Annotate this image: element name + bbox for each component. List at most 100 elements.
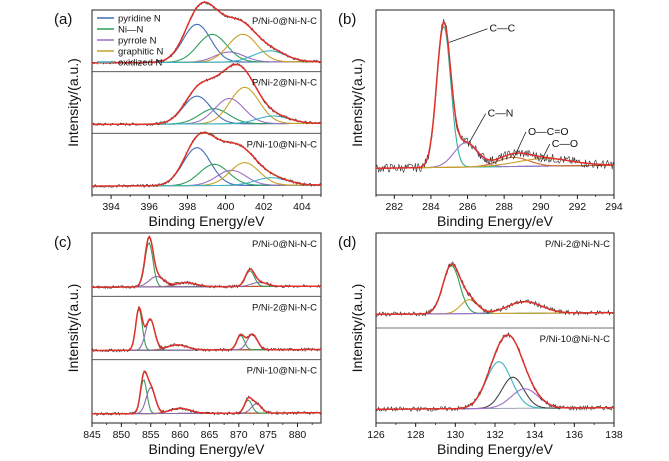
component-peak [92, 333, 321, 352]
legend-entry: Ni—N [118, 25, 143, 36]
component-peak [92, 270, 321, 288]
x-tick-label: 286 [459, 201, 477, 213]
panel-label: (d) [338, 234, 356, 251]
y-axis-label: Intensity/(a.u.) [65, 58, 81, 147]
x-tick-label: 136 [566, 429, 584, 441]
x-tick-label: 396 [140, 201, 158, 213]
x-tick-label: 288 [495, 201, 513, 213]
fitted-envelope [92, 370, 321, 415]
fitted-envelope [92, 63, 321, 126]
annotations-b: C—C C—N O—C=OC—O [449, 23, 578, 163]
sample-label: P/Ni-0@Ni-N-C [252, 16, 317, 27]
x-axis-label: Binding Energy/eV [437, 441, 554, 457]
sample-label: P/Ni-0@Ni-N-C [252, 239, 317, 250]
x-tick-label: 855 [142, 429, 160, 441]
component-peak [376, 25, 614, 169]
panel-d: 126 128 130 132 134 136 138 Binding Energy/eV In… [338, 232, 623, 457]
panel-a: 394 396 398 400 402 404 Binding Energy/eV Inten… [54, 0, 322, 229]
x-axis-b: 282 284 286 288 290 292 294 [375, 195, 623, 213]
peak-annotation: C—C [490, 23, 516, 35]
x-tick-label: 134 [526, 429, 544, 441]
x-tick-label: 400 [217, 201, 235, 213]
component-peak [376, 142, 614, 169]
x-tick-label: 132 [486, 429, 504, 441]
x-tick-label: 138 [605, 429, 623, 441]
x-tick-label: 282 [386, 201, 404, 213]
x-tick-label: 880 [289, 429, 307, 441]
x-tick-label: 292 [569, 201, 587, 213]
stack-3: P/Ni-10@Ni-N-C [91, 131, 322, 189]
x-tick-label: 126 [367, 429, 385, 441]
x-tick-label: 845 [83, 429, 101, 441]
component-peak [376, 376, 614, 410]
panel-label: (c) [54, 234, 72, 251]
x-tick-label: 130 [447, 429, 465, 441]
sample-label: P/Ni-10@Ni-N-C [540, 334, 610, 345]
raw-spectrum [375, 19, 615, 174]
x-axis-d: 126 128 130 132 134 136 138 [367, 423, 623, 441]
raw-spectrum [91, 371, 322, 416]
peak-annotation: O—C=O [528, 126, 569, 138]
x-axis-label: Binding Energy/eV [149, 441, 266, 457]
component-peak [376, 361, 614, 410]
x-tick-label: 398 [179, 201, 197, 213]
component-peak [376, 264, 614, 315]
component-peak [92, 163, 321, 187]
component-peak [92, 86, 321, 125]
fitted-envelope [92, 1, 321, 64]
fitted-envelope [92, 235, 321, 288]
x-tick-label: 860 [171, 429, 189, 441]
annotation-leader [469, 113, 487, 143]
component-peak [92, 162, 321, 187]
fitted-envelope [376, 263, 614, 316]
fitted-envelope [376, 21, 614, 169]
component-peak [92, 386, 321, 415]
x-axis-a: 394 396 398 400 402 404 [91, 195, 322, 213]
component-peak [92, 318, 321, 352]
sample-label: P/Ni-2@Ni-N-C [252, 302, 317, 313]
component-peak [92, 379, 321, 415]
component-peak [92, 169, 321, 187]
stack-1: P/Ni-2@Ni-N-C [375, 239, 615, 317]
raw-spectrum [375, 261, 615, 317]
stack-1: P/Ni-0@Ni-N-C [91, 0, 322, 65]
legend-entry: pyrrole N [118, 36, 157, 47]
x-tick-label: 294 [605, 201, 623, 213]
sample-label: P/Ni-10@Ni-N-C [247, 366, 317, 377]
panel-b: 282 284 286 288 290 292 294 Binding Energy/eV In… [338, 9, 623, 229]
x-tick-label: 404 [293, 201, 311, 213]
x-axis-label: Binding Energy/eV [437, 213, 554, 229]
x-tick-label: 402 [255, 201, 273, 213]
legend-entry: oxidized N [118, 58, 162, 69]
plot-frame-c [91, 232, 322, 424]
fitted-envelope [376, 334, 614, 411]
peak-annotation: C—O [552, 138, 578, 150]
y-axis-label: Intensity/(a.u.) [349, 284, 365, 373]
raw-spectrum [91, 306, 322, 353]
legend-entry: graphitic N [118, 47, 164, 58]
stack-2: P/Ni-10@Ni-N-C [375, 327, 615, 413]
component-peak [92, 399, 321, 415]
stack-2: P/Ni-2@Ni-N-C [91, 295, 322, 353]
x-axis-c: 845 850 855 860 865 870 875 880 [83, 423, 313, 441]
component-peak [376, 299, 614, 315]
component-peak [376, 388, 614, 410]
x-tick-label: 850 [113, 429, 131, 441]
fitted-envelope [92, 131, 321, 187]
annotation-leader [540, 143, 551, 163]
x-tick-label: 128 [407, 429, 425, 441]
panel-label: (b) [338, 11, 356, 28]
x-axis-label: Binding Energy/eV [149, 213, 266, 229]
sample-label: P/Ni-10@Ni-N-C [247, 139, 317, 150]
stack-2: P/Ni-2@Ni-N-C [91, 62, 322, 127]
sample-label: P/Ni-2@Ni-N-C [252, 78, 317, 89]
plot-frame-b [375, 9, 615, 196]
x-tick-label: 865 [201, 429, 219, 441]
legend-entry: pyridine N [118, 14, 161, 25]
annotation-leader [512, 131, 527, 160]
x-tick-label: 284 [422, 201, 440, 213]
x-tick-label: 875 [259, 429, 277, 441]
stack-3: P/Ni-10@Ni-N-C [91, 359, 322, 416]
